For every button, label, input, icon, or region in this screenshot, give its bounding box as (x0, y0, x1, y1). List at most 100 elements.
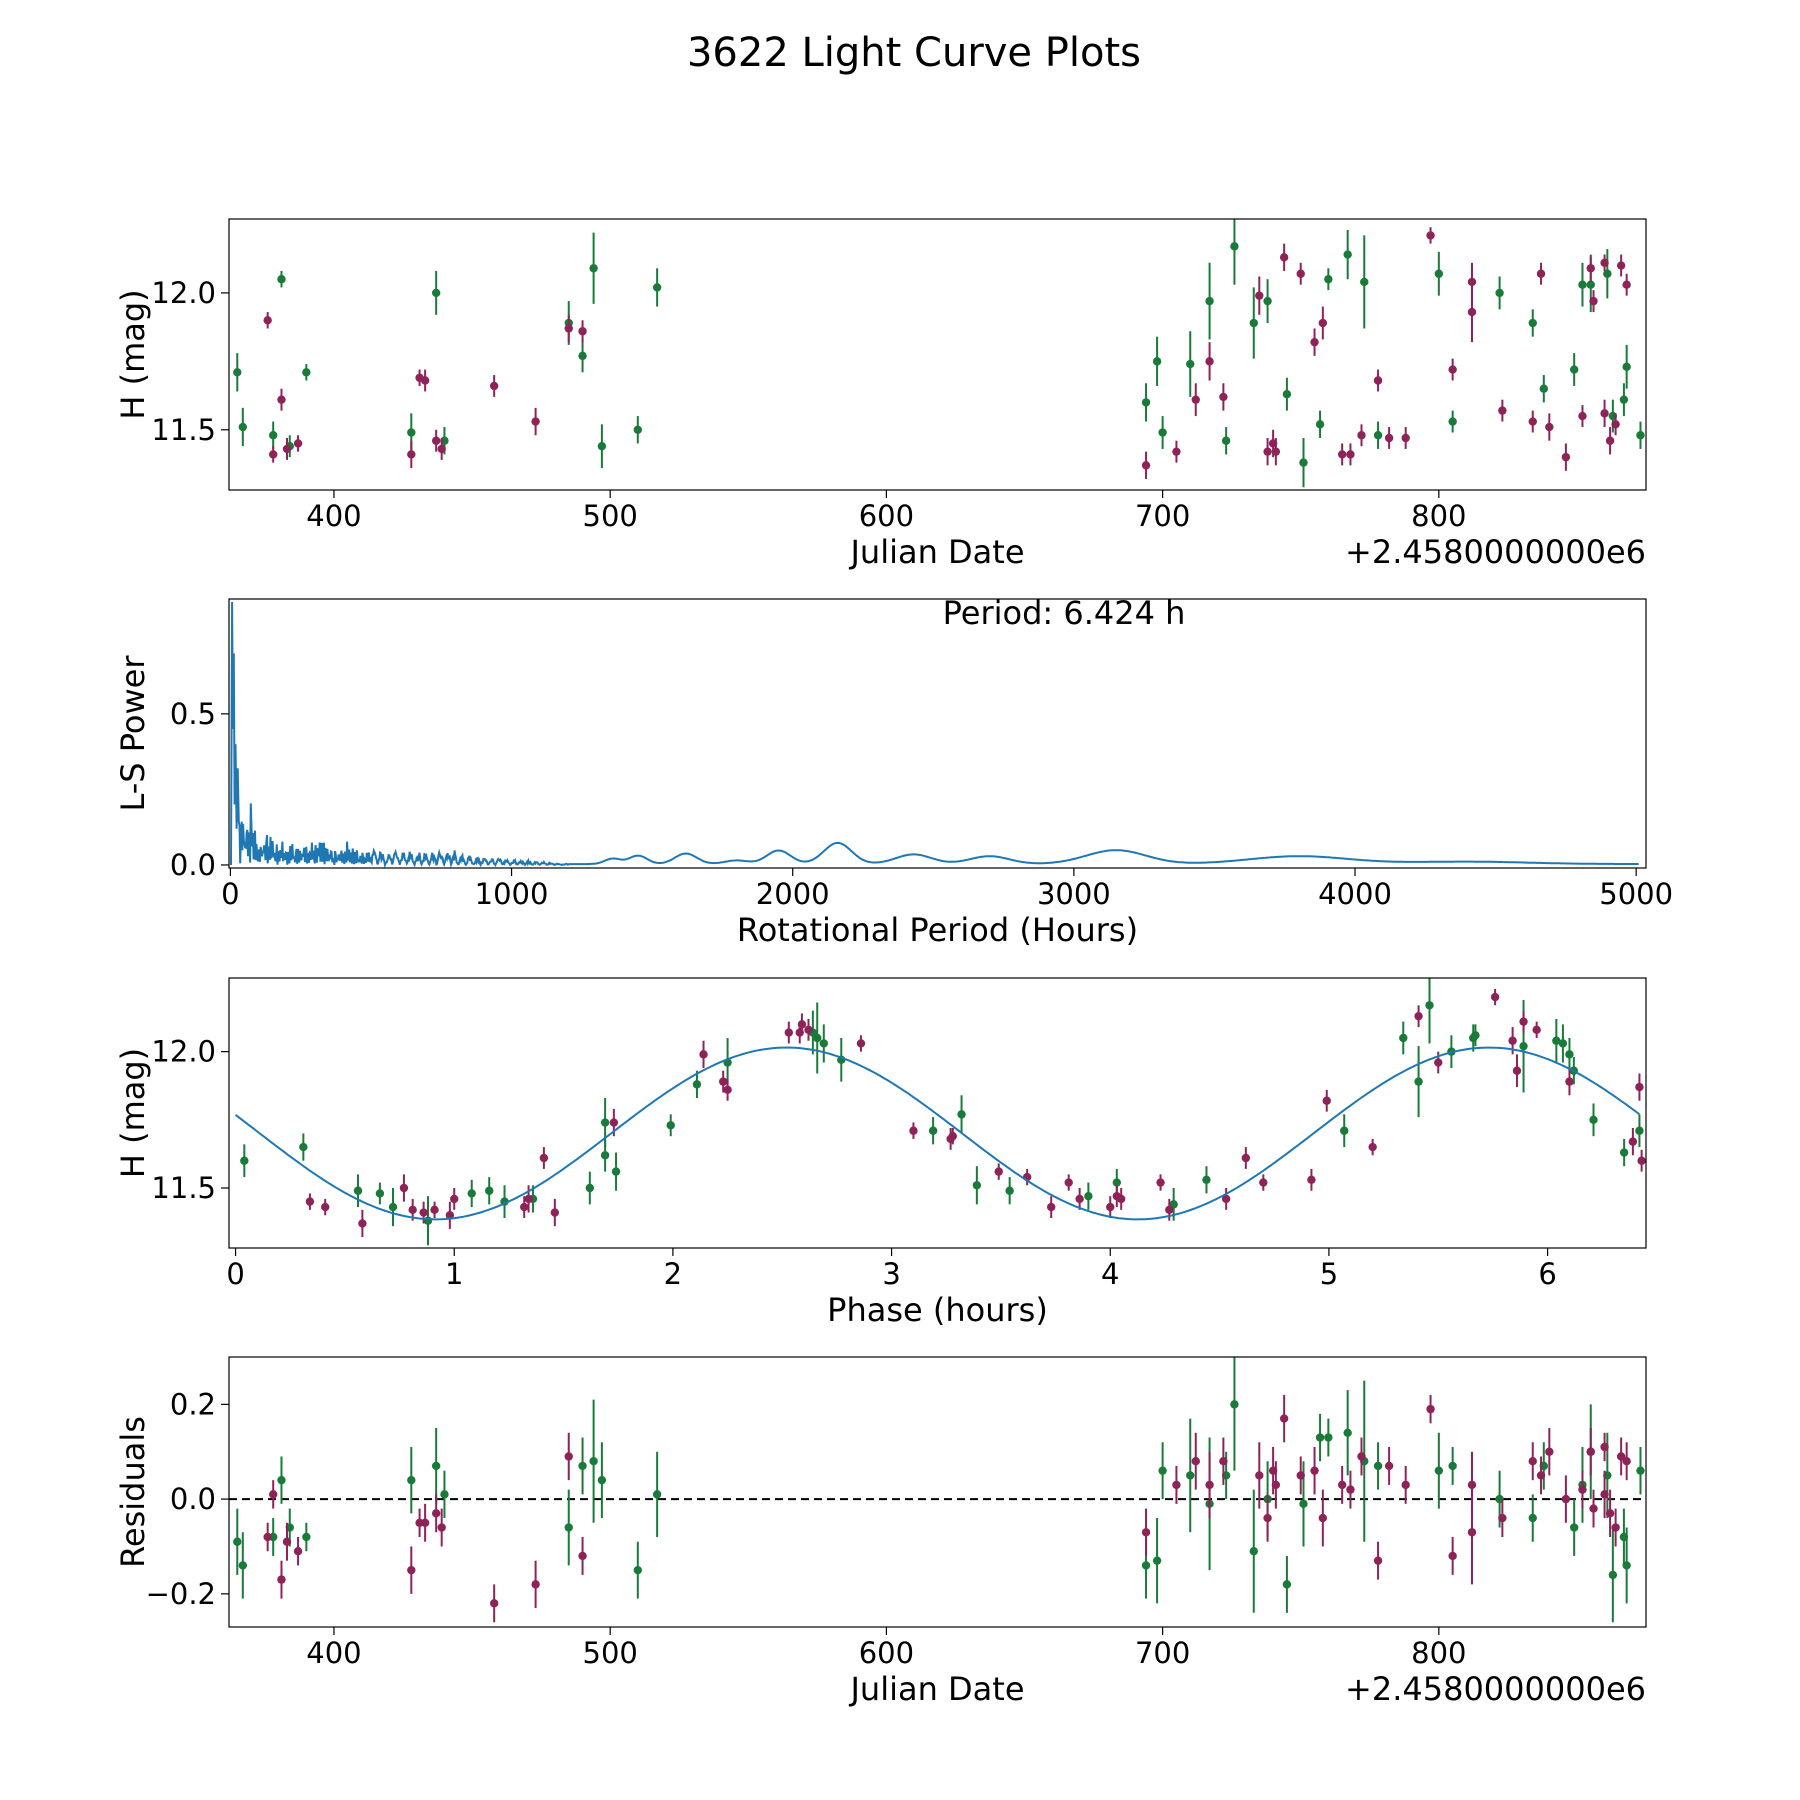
data-point (1589, 296, 1598, 306)
data-point (399, 1183, 409, 1193)
x-tick-label: 4000 (1318, 877, 1392, 911)
data-point (1343, 1428, 1352, 1437)
data-point (1219, 392, 1228, 402)
x-offset-label: +2.4580000000e6 (1345, 1670, 1646, 1708)
data-point (440, 1490, 449, 1499)
data-point (1600, 1442, 1609, 1452)
data-point (1340, 1126, 1349, 1135)
data-point (1346, 450, 1355, 459)
data-point (539, 1153, 549, 1163)
panel-phased: 0 1 2 3 4 5 6 11.5 12.0 Phase (hours) H (mag) (114, 977, 1647, 1329)
data-point (1307, 1175, 1316, 1185)
data-point (1622, 1457, 1631, 1466)
axes-frame (228, 977, 1647, 1249)
data-point (585, 1183, 595, 1193)
data-point (957, 1110, 966, 1119)
data-point (1191, 1457, 1200, 1466)
data-point (1558, 1039, 1568, 1048)
data-point (597, 1475, 607, 1485)
data-point (1448, 1461, 1457, 1471)
data-point (856, 1039, 866, 1048)
data-point (302, 368, 311, 377)
data-point (293, 1547, 303, 1556)
data-point (299, 1142, 308, 1152)
data-point (578, 1551, 587, 1561)
data-point (813, 1033, 822, 1043)
data-point (467, 1189, 476, 1198)
y-tick-label: 0.2 (170, 1387, 216, 1421)
data-point (407, 1475, 416, 1485)
data-point (784, 1028, 794, 1037)
data-point (1219, 1457, 1228, 1466)
data-point (1337, 1480, 1347, 1490)
data-point (1561, 1494, 1571, 1504)
panel-lightcurve: 400 500 600 700 800 11.5 12.0 Julian Date H (mag… (114, 218, 1647, 571)
data-point (263, 316, 272, 325)
data-point (1495, 288, 1504, 298)
y-axis-label: Residuals (114, 1416, 152, 1568)
y-tick-label: 0.5 (170, 697, 216, 731)
data-point (1536, 269, 1546, 278)
y-tick-label: 12.0 (151, 1035, 216, 1069)
data-point (1399, 1033, 1408, 1043)
data-point (407, 428, 416, 437)
data-point (1565, 1050, 1574, 1059)
data-point (1608, 1570, 1618, 1580)
data-point (1636, 1466, 1645, 1475)
data-point (1600, 258, 1609, 267)
data-point (445, 1211, 455, 1220)
data-point (489, 1599, 499, 1608)
y-tick-label: 11.5 (151, 413, 216, 447)
data-point (1186, 1471, 1195, 1480)
data-point (578, 327, 587, 336)
data-point (282, 444, 292, 454)
data-point (1373, 1556, 1383, 1565)
data-point (1152, 1556, 1162, 1565)
data-point (1467, 1528, 1477, 1537)
data-point (277, 1475, 286, 1485)
data-point (1315, 420, 1325, 429)
data-point (1255, 1471, 1264, 1480)
data-point (1619, 1148, 1629, 1157)
data-point (1296, 1471, 1305, 1480)
data-point (1605, 1509, 1615, 1518)
data-point (1299, 458, 1308, 467)
data-point (1600, 409, 1609, 418)
data-point (1622, 1561, 1631, 1570)
data-point (1467, 307, 1477, 317)
x-tick-label: 2000 (756, 877, 830, 911)
data-point (1230, 1400, 1239, 1409)
data-point (1202, 1175, 1211, 1185)
data-point (1578, 411, 1587, 421)
data-point (1448, 365, 1457, 374)
data-point (550, 1208, 560, 1217)
data-point (1586, 264, 1595, 273)
data-point (1346, 1485, 1355, 1494)
data-point (1373, 376, 1383, 385)
data-point (1343, 250, 1352, 259)
y-axis-label: H (mag) (114, 1048, 152, 1178)
data-point (1116, 1194, 1126, 1204)
data-point (1279, 1414, 1289, 1423)
data-point (238, 422, 248, 432)
data-point (1296, 269, 1305, 278)
data-point (1611, 1523, 1620, 1532)
data-point (420, 1518, 430, 1527)
data-point (1561, 452, 1571, 462)
data-point (597, 442, 607, 451)
data-point (1318, 318, 1328, 328)
data-point (1528, 318, 1537, 328)
data-point (423, 1216, 433, 1225)
data-point (1528, 1457, 1537, 1466)
data-point (564, 1452, 573, 1461)
data-point (407, 1565, 416, 1575)
x-tick-label: 700 (1135, 1636, 1190, 1670)
data-point (1536, 1471, 1546, 1480)
data-point (1414, 1077, 1423, 1086)
data-point (1360, 277, 1369, 287)
data-point (233, 368, 242, 377)
data-point (293, 439, 303, 448)
data-point (1414, 1011, 1423, 1021)
x-tick-label: 3 (882, 1257, 900, 1291)
data-point (1172, 447, 1181, 456)
